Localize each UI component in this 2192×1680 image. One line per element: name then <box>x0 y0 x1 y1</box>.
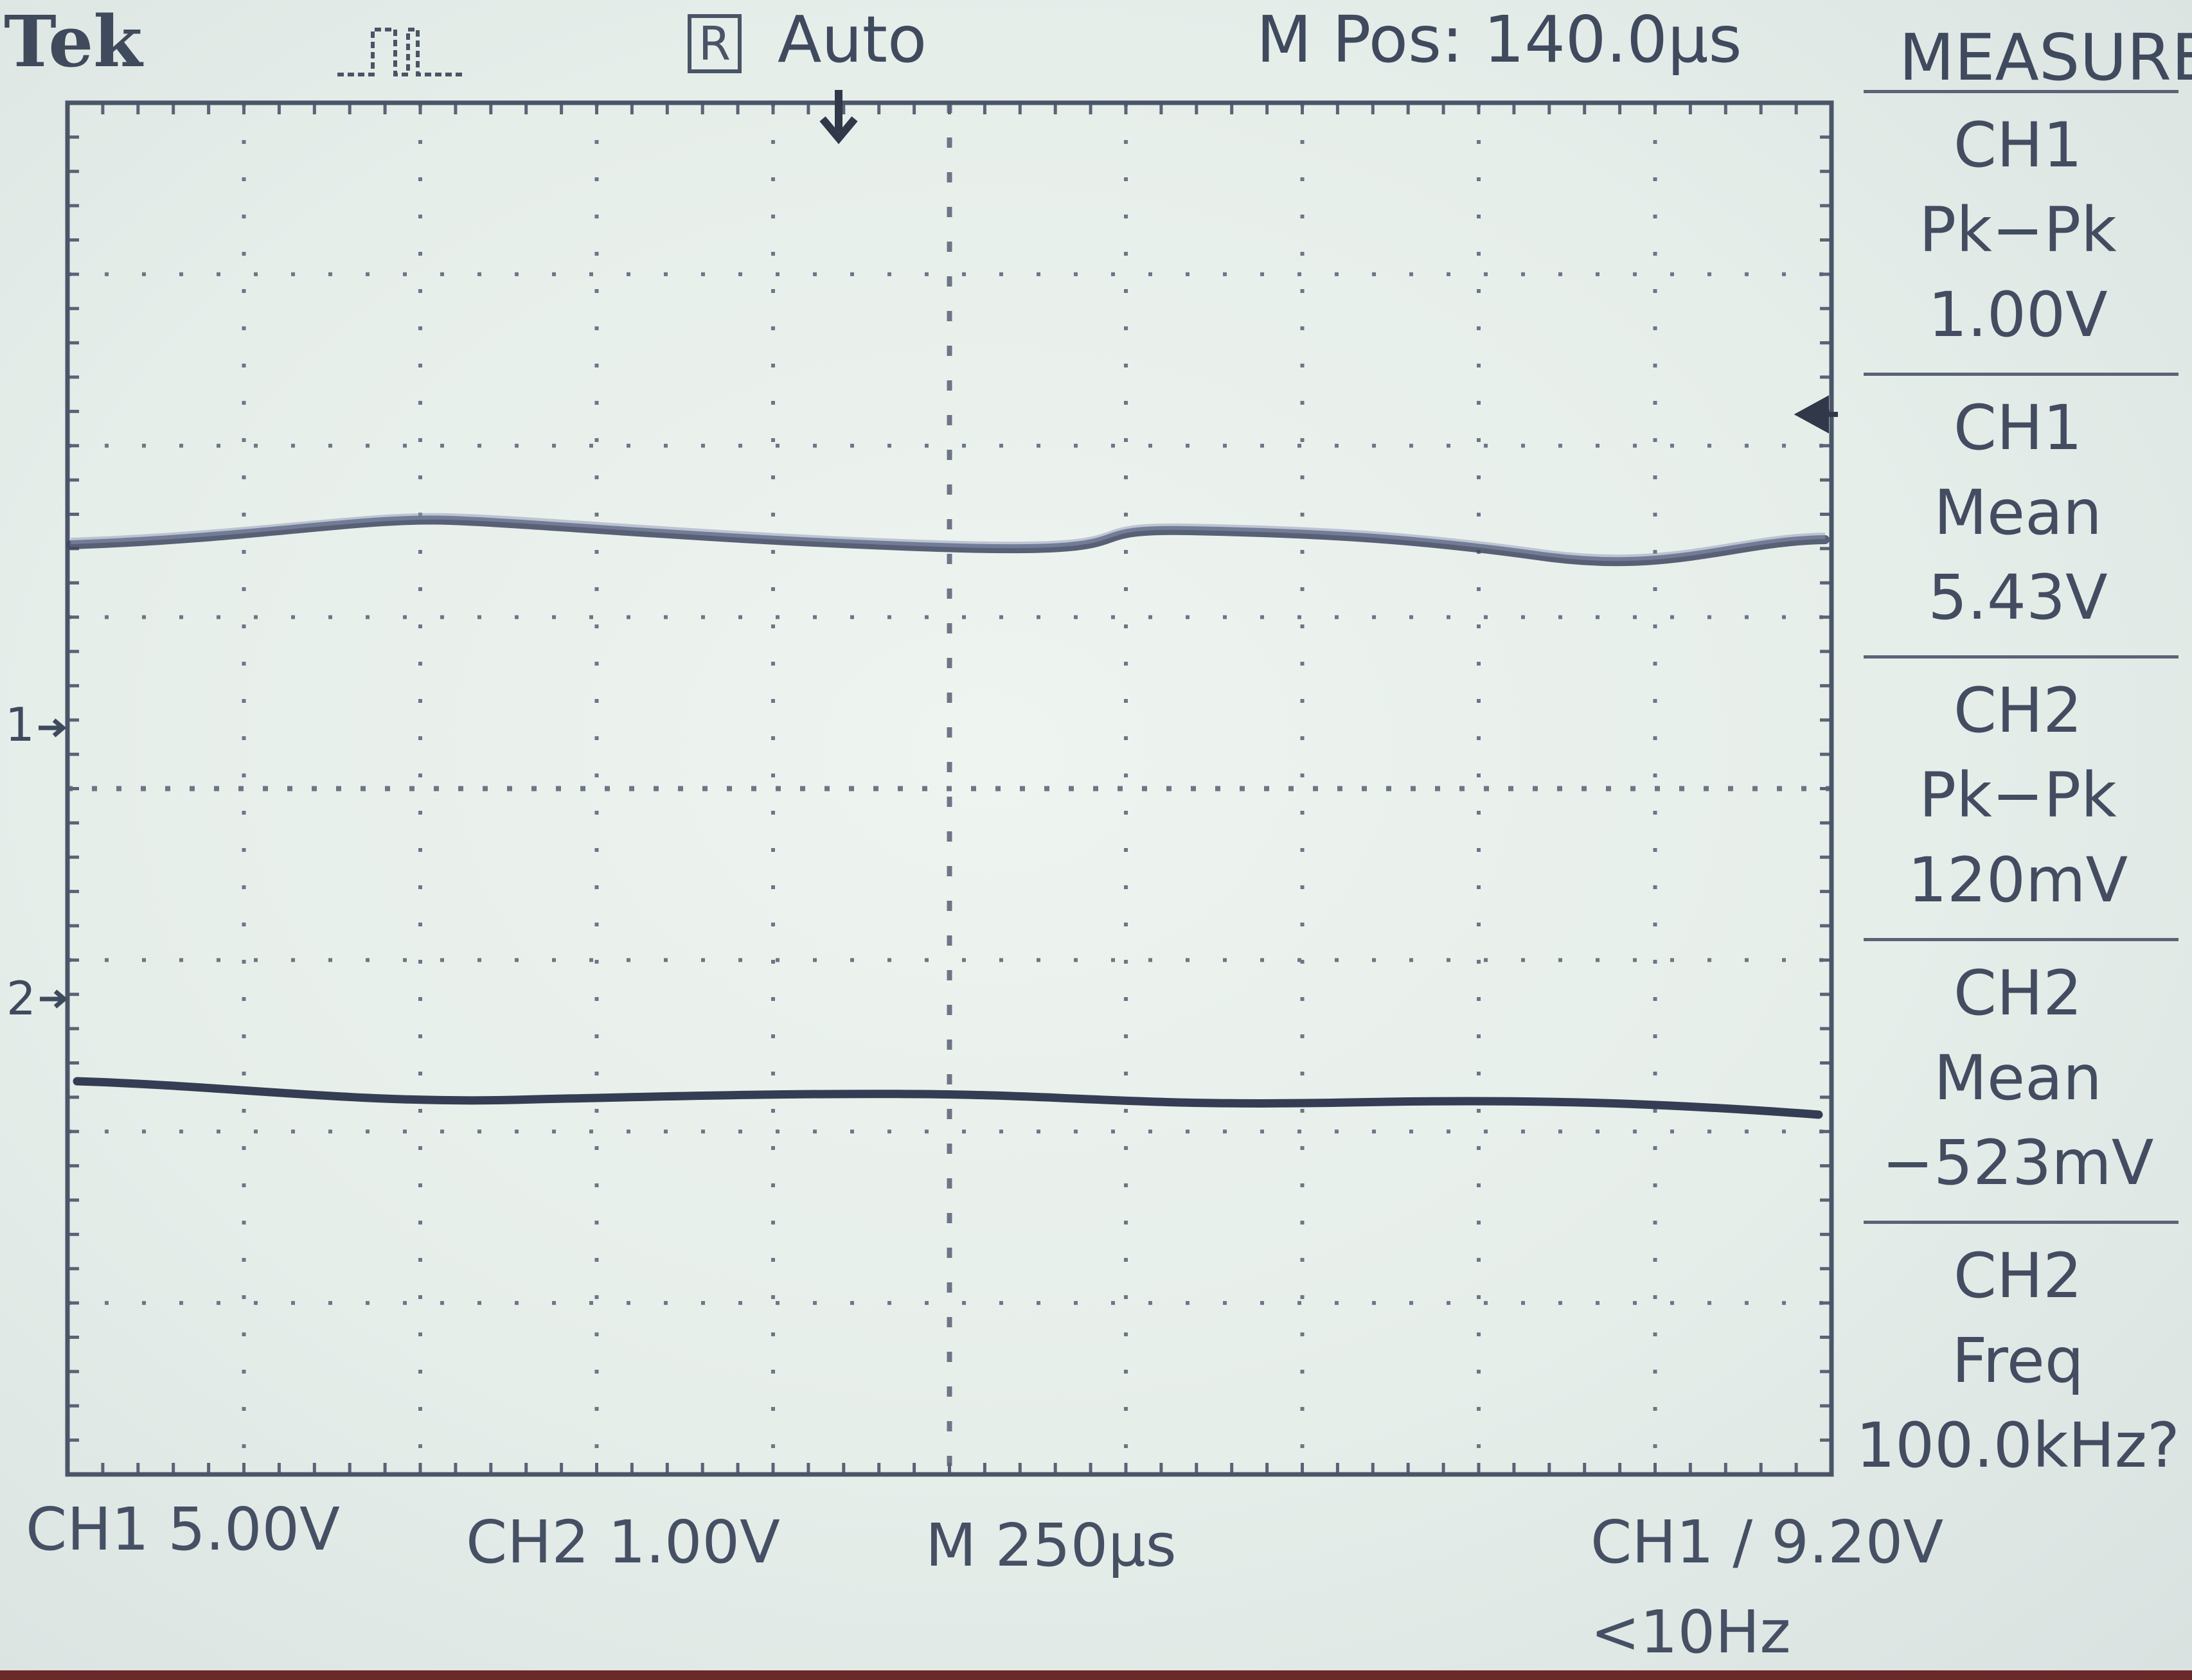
trigger-readout: CH1 ∕ 9.20V <box>1591 1508 1944 1577</box>
ch2-scale: CH2 1.00V <box>466 1508 780 1577</box>
measurement-source: CH2 <box>1953 1240 2083 1312</box>
measurement-value: 5.43V <box>1928 561 2108 633</box>
measurement-value: 100.0kHz? <box>1856 1410 2180 1481</box>
ch1-scale: CH1 5.00V <box>26 1495 340 1564</box>
measure-separator <box>1864 1221 2179 1224</box>
measurement-type: Mean <box>1934 1042 2102 1114</box>
trigger-level-arrow <box>1794 395 1838 434</box>
measure-menu-title: MEASURE <box>1899 20 2192 95</box>
measurement-value: −523mV <box>1882 1127 2154 1199</box>
measurement-3[interactable]: CH2 Pk−Pk 120mV <box>1851 668 2185 923</box>
brand-logo: Tek <box>4 0 143 83</box>
ch2-ground-arrow-icon <box>40 989 68 1009</box>
measurement-source: CH1 <box>1953 392 2083 464</box>
ch1-ground-marker: 1 <box>5 698 35 752</box>
measurement-type: Mean <box>1934 477 2102 549</box>
ch1-trace-shadow <box>70 513 1826 561</box>
trigger-position-arrow <box>819 90 858 145</box>
measurement-2[interactable]: CH1 Mean 5.43V <box>1851 385 2185 640</box>
graticule <box>67 103 1831 1474</box>
trigger-frequency: <10Hz <box>1591 1598 1791 1667</box>
measurement-value: 1.00V <box>1928 279 2108 351</box>
run-state: Auto <box>778 2 927 77</box>
measurement-5[interactable]: CH2 Freq 100.0kHz? <box>1851 1233 2185 1488</box>
measurement-source: CH1 <box>1953 109 2083 181</box>
measure-separator <box>1864 90 2179 93</box>
main-position: M Pos: 140.0µs <box>1256 2 1742 77</box>
measurement-source: CH2 <box>1953 957 2083 1029</box>
measure-separator <box>1864 373 2179 376</box>
timebase: M 250µs <box>925 1511 1177 1580</box>
ch1-ground-arrow-icon <box>39 718 67 738</box>
measurement-type: Pk−Pk <box>1919 759 2117 831</box>
measurement-1[interactable]: CH1 Pk−Pk 1.00V <box>1851 103 2185 357</box>
measurement-value: 120mV <box>1907 844 2128 916</box>
ch2-trace <box>73 1077 1823 1119</box>
measurement-type: Pk−Pk <box>1919 194 2117 266</box>
measurement-4[interactable]: CH2 Mean −523mV <box>1851 951 2185 1205</box>
ch1-trace <box>66 515 1830 567</box>
trigger-mode-badge: R <box>688 14 742 73</box>
measurement-type: Freq <box>1952 1325 2084 1397</box>
pulse-icon <box>337 28 463 76</box>
ch2-ground-marker: 2 <box>6 971 36 1025</box>
measure-separator <box>1864 655 2179 659</box>
graticule-border <box>65 100 1834 1477</box>
measure-separator <box>1864 938 2179 941</box>
measurement-source: CH2 <box>1953 675 2083 747</box>
